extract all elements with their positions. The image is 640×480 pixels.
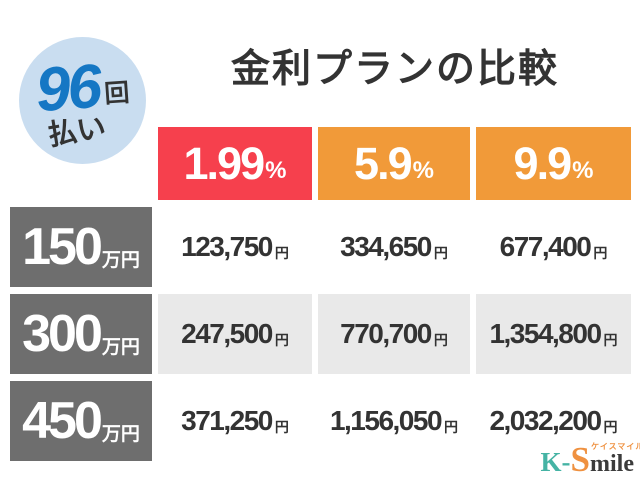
- yen-sign: 円: [433, 332, 448, 348]
- rate-header-3: 9.9 %: [476, 127, 631, 200]
- yen-sign: 円: [603, 419, 618, 435]
- payment-cell-450-99: 2,032,200 円: [476, 381, 631, 461]
- rate-value: 9.9: [513, 138, 573, 189]
- logo-mile-text: mile: [590, 451, 634, 477]
- yen-sign: 円: [593, 245, 608, 261]
- yen-sign: 円: [274, 419, 289, 435]
- yen-sign: 円: [433, 245, 448, 261]
- ksmile-logo: K- S ケイスマイル mile: [540, 440, 640, 479]
- comparison-table: 1.99 % 5.9 % 9.9 % 150 万円 123,750 円 334,…: [10, 127, 631, 461]
- installments-count: 96: [33, 52, 102, 126]
- payment-cell-150-199: 123,750 円: [158, 207, 312, 287]
- payment-cell-300-59: 770,700 円: [318, 294, 470, 374]
- payment-value: 1,354,800: [489, 318, 602, 349]
- installments-count-row: 96 回: [33, 52, 131, 126]
- principal-amount: 150: [22, 218, 103, 276]
- payment-value: 2,032,200: [489, 405, 602, 436]
- principal-unit: 万円: [101, 423, 140, 445]
- table-corner-spacer: [10, 127, 152, 200]
- logo-kana-text: ケイスマイル: [591, 442, 640, 451]
- rate-value: 1.99: [183, 138, 266, 189]
- installments-count-unit: 回: [103, 78, 131, 109]
- payment-cell-450-199: 371,250 円: [158, 381, 312, 461]
- payment-cell-150-99: 677,400 円: [476, 207, 631, 287]
- principal-amount: 450: [22, 392, 103, 450]
- percent-sign: %: [412, 156, 434, 184]
- payment-cell-450-59: 1,156,050 円: [318, 381, 470, 461]
- rate-header-2: 5.9 %: [318, 127, 470, 200]
- principal-amount: 300: [22, 305, 103, 363]
- yen-sign: 円: [274, 245, 289, 261]
- payment-value: 677,400: [499, 231, 592, 262]
- payment-value: 123,750: [181, 231, 273, 262]
- yen-sign: 円: [444, 419, 459, 435]
- logo-part-s: S: [570, 440, 591, 479]
- yen-sign: 円: [603, 332, 618, 348]
- principal-label-300: 300 万円: [10, 294, 152, 374]
- yen-sign: 円: [274, 332, 289, 348]
- percent-sign: %: [572, 156, 594, 184]
- payment-value: 334,650: [340, 231, 432, 262]
- percent-sign: %: [265, 156, 287, 184]
- rate-value: 5.9: [354, 138, 413, 189]
- principal-unit: 万円: [101, 336, 140, 358]
- payment-value: 1,156,050: [329, 405, 443, 436]
- page-title: 金利プランの比較: [230, 48, 559, 91]
- installments-badge: 96 回 払い: [19, 37, 146, 164]
- principal-label-450: 450 万円: [10, 381, 152, 461]
- payment-value: 770,700: [340, 318, 432, 349]
- payment-value: 371,250: [181, 405, 273, 436]
- principal-label-150: 150 万円: [10, 207, 152, 287]
- payment-cell-300-199: 247,500 円: [158, 294, 312, 374]
- payment-cell-150-59: 334,650 円: [318, 207, 470, 287]
- logo-part-k: K-: [540, 447, 571, 477]
- payment-value: 247,500: [181, 318, 273, 349]
- payment-cell-300-99: 1,354,800 円: [476, 294, 631, 374]
- logo-part-mile: ケイスマイル mile: [590, 443, 640, 477]
- principal-unit: 万円: [101, 249, 140, 271]
- rate-header-1: 1.99 %: [158, 127, 312, 200]
